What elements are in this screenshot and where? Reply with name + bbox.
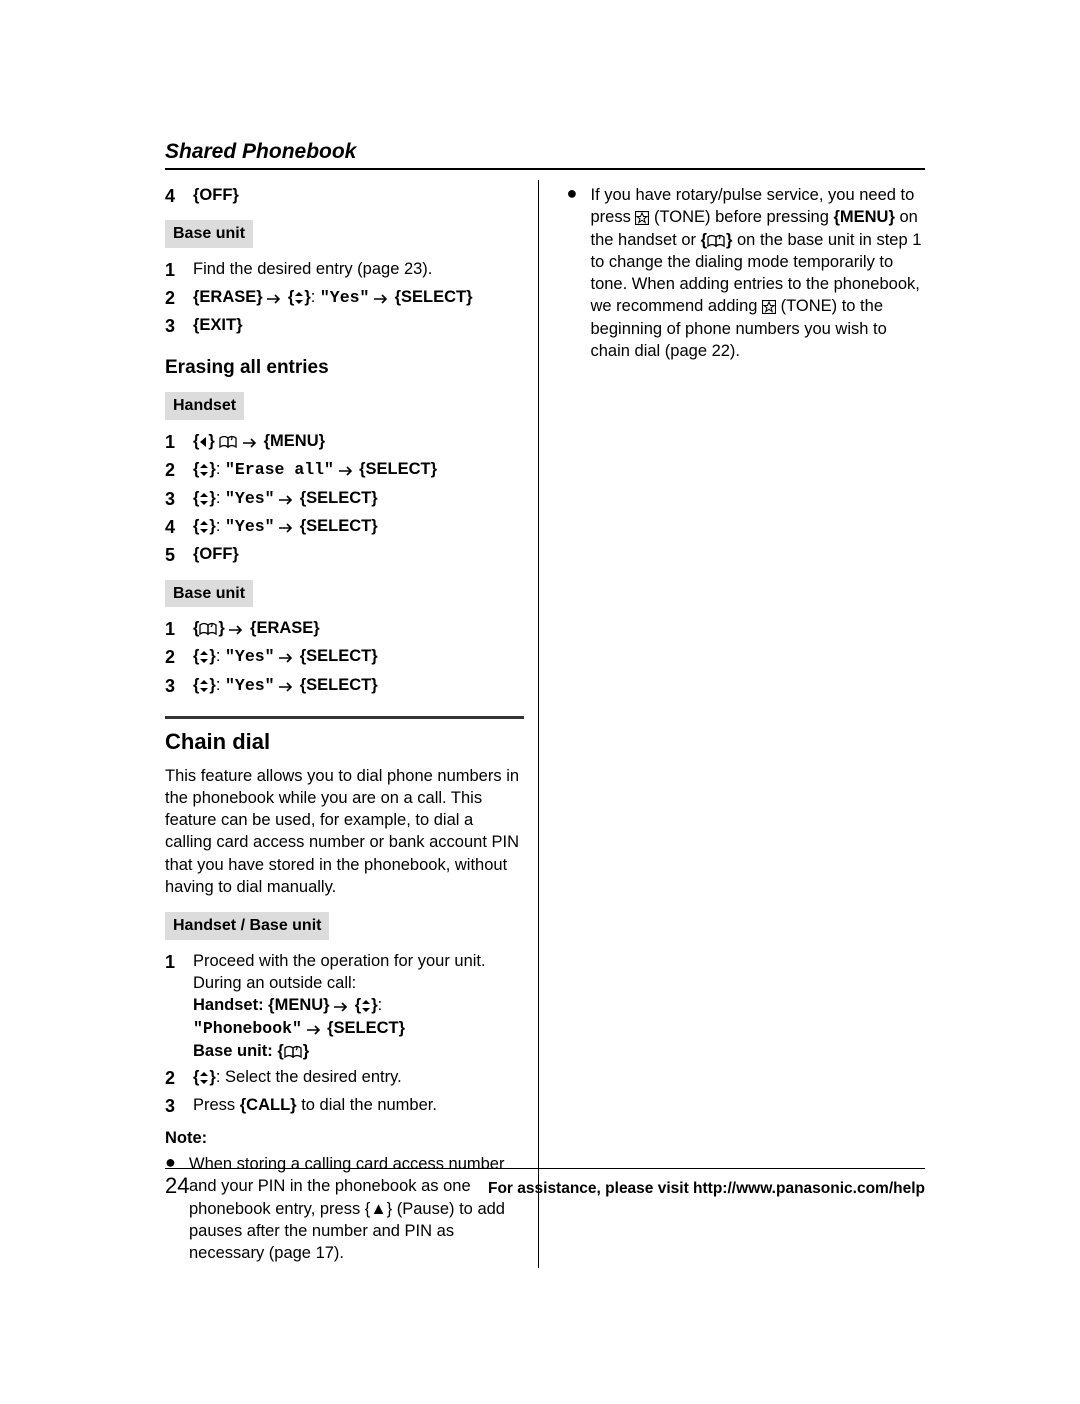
step: 2 {}: "Yes" {SELECT} (165, 645, 524, 669)
step: 5 {OFF} (165, 543, 524, 567)
handset-label: Handset (165, 392, 244, 420)
page-number: 24 (165, 1173, 189, 1199)
page-title: Shared Phonebook (165, 140, 925, 164)
step: 3 {}: "Yes" {SELECT} (165, 487, 524, 511)
step: 4 {}: "Yes" {SELECT} (165, 515, 524, 539)
base-unit-label: Base unit (165, 220, 253, 248)
erase-all-heading: Erasing all entries (165, 355, 524, 381)
step: 1 {} {MENU} (165, 430, 524, 454)
chain-dial-heading: Chain dial (165, 727, 524, 757)
base-unit-label-2: Base unit (165, 580, 253, 608)
handset-base-label: Handset / Base unit (165, 912, 329, 940)
chain-dial-text: This feature allows you to dial phone nu… (165, 765, 524, 899)
footer-text: For assistance, please visit http://www.… (488, 1180, 925, 1198)
footer: 24 For assistance, please visit http://w… (165, 1168, 925, 1199)
right-column: ● If you have rotary/pulse service, you … (567, 180, 926, 1268)
left-column: 4 {OFF} Base unit 1 Find the desired ent… (165, 180, 539, 1268)
step: 2 {}: Select the desired entry. (165, 1066, 524, 1090)
title-rule (165, 168, 925, 170)
step: 2 {ERASE} {}: "Yes" {SELECT} (165, 286, 524, 310)
section-rule (165, 716, 524, 719)
step: 3 Press {CALL} to dial the number. (165, 1094, 524, 1118)
step: 3 {EXIT} (165, 314, 524, 338)
step: 4 {OFF} (165, 184, 524, 208)
step: 1 Find the desired entry (page 23). (165, 258, 524, 282)
step: 2 {}: "Erase all" {SELECT} (165, 458, 524, 482)
step: 1 Proceed with the operation for your un… (165, 950, 524, 1062)
note-label: Note: (165, 1127, 524, 1149)
note-bullet: ● If you have rotary/pulse service, you … (567, 184, 926, 362)
step: 1 {} {ERASE} (165, 617, 524, 641)
step: 3 {}: "Yes" {SELECT} (165, 674, 524, 698)
